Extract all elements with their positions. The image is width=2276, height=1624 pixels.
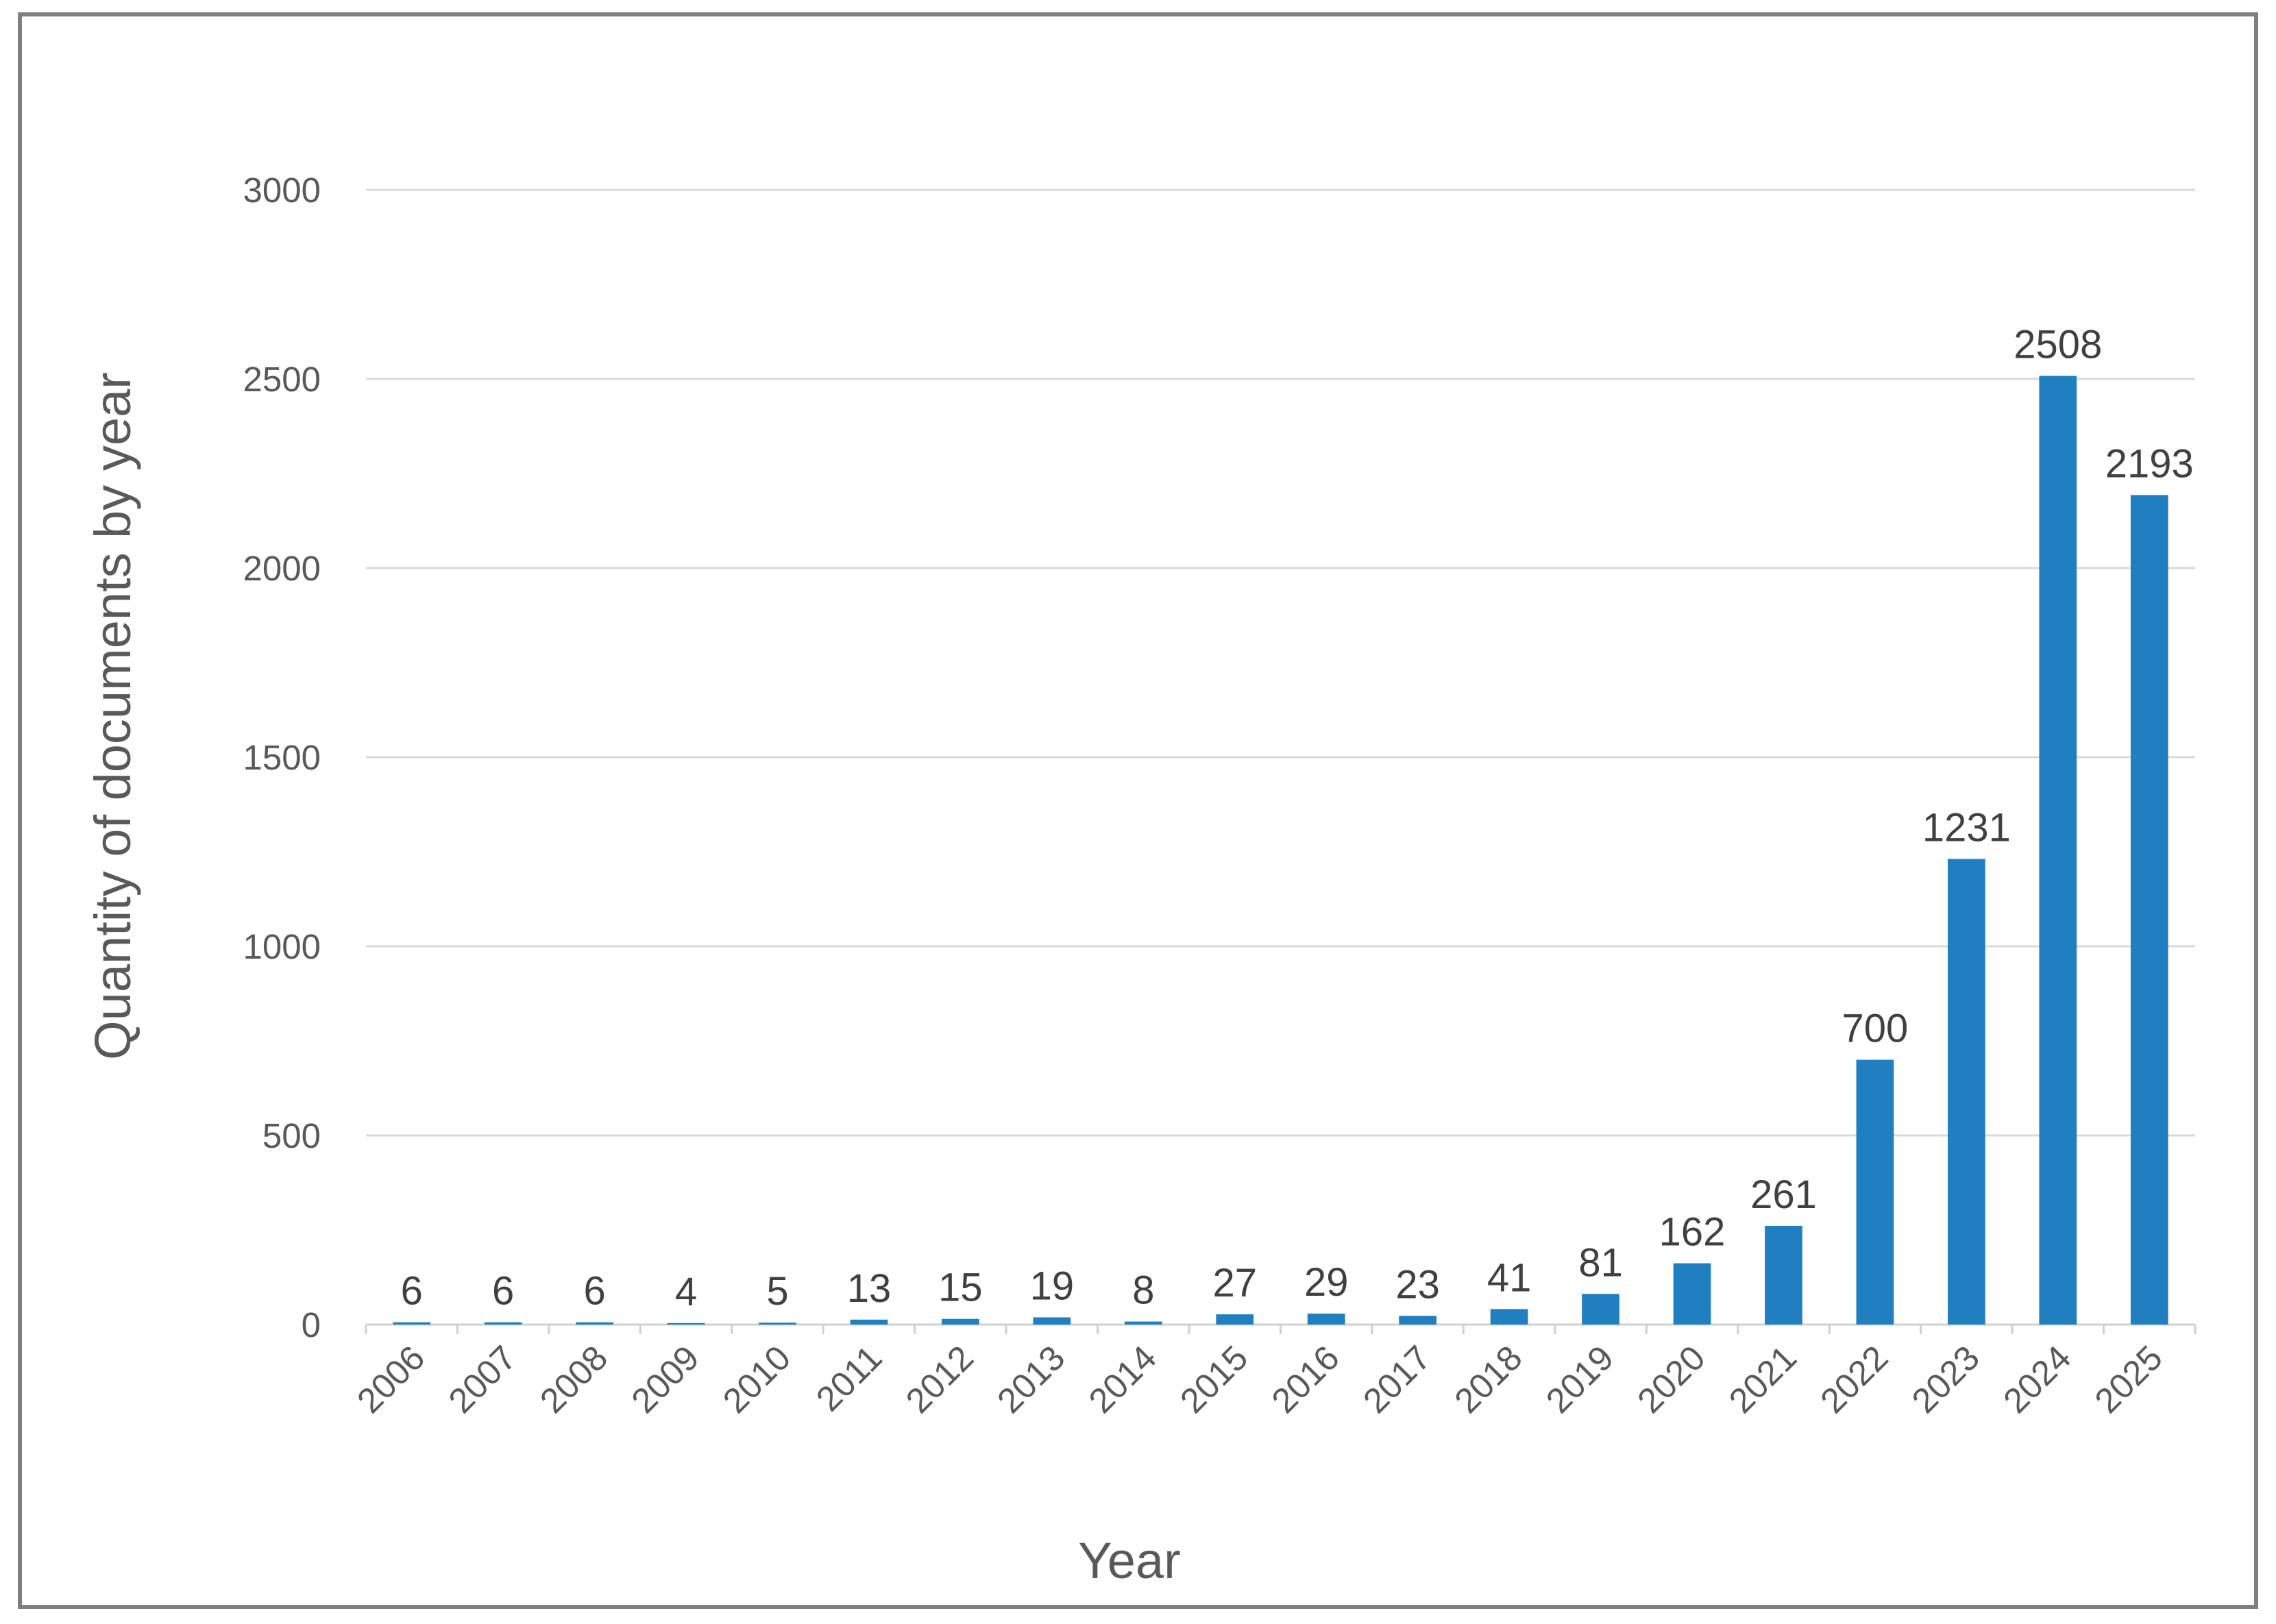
bar-2018	[1490, 1309, 1528, 1325]
data-label-2014: 8	[1132, 1268, 1154, 1313]
x-tick-label: 2020	[1630, 1338, 1713, 1420]
bar-2008	[576, 1322, 613, 1325]
bar-2010	[759, 1322, 796, 1325]
data-label-2024: 2508	[2014, 323, 2102, 367]
x-tick-label: 2014	[1081, 1338, 1164, 1420]
data-label-2023: 1231	[1922, 805, 2011, 850]
x-tick-label: 2018	[1447, 1338, 1530, 1420]
data-label-2012: 15	[938, 1266, 983, 1310]
bar-2017	[1399, 1316, 1437, 1325]
gridlines	[365, 188, 2197, 1334]
x-tick-label: 2017	[1356, 1338, 1439, 1420]
data-label-2018: 41	[1487, 1255, 1532, 1300]
x-tick-label: 2025	[2088, 1338, 2170, 1420]
x-tick-label: 2015	[1173, 1338, 1256, 1420]
y-tick-label: 1500	[243, 738, 321, 777]
x-tick-label: 2008	[533, 1338, 615, 1420]
data-label-2025: 2193	[2105, 441, 2194, 486]
x-tick-label: 2023	[1905, 1338, 1987, 1420]
bar-2015	[1216, 1314, 1254, 1325]
bar-2011	[850, 1319, 888, 1325]
bar-2025	[2130, 495, 2168, 1325]
data-label-2019: 81	[1578, 1240, 1623, 1285]
data-label-2009: 4	[675, 1270, 697, 1314]
data-label-2008: 6	[583, 1269, 605, 1314]
x-tick-label: 2006	[350, 1338, 432, 1420]
y-tick-label: 1000	[243, 927, 321, 966]
data-label-2015: 27	[1213, 1261, 1258, 1305]
bar-2013	[1033, 1317, 1071, 1325]
x-tick-label: 2019	[1539, 1338, 1622, 1420]
x-tick-label: 2007	[441, 1338, 524, 1420]
bar-2007	[484, 1322, 522, 1325]
y-axis-title: Quantity of documents by year	[84, 372, 141, 1060]
bar-2012	[942, 1318, 979, 1325]
x-tick-label: 2010	[715, 1338, 798, 1420]
y-tick-label: 2500	[243, 360, 321, 399]
x-tick-label: 2016	[1264, 1338, 1347, 1420]
y-tick-label: 3000	[243, 171, 321, 210]
data-labels: 6 6 6 4 5 13 15 19 8 27 29 23 41 81 162 261 700 1231 2508 2…	[401, 323, 2194, 1314]
chart-border	[18, 12, 2258, 1609]
y-tick-label: 500	[262, 1116, 321, 1155]
x-axis-ticks: 2006 2007 2008 2009 2010 2011 2012 2013 2014 2015…	[350, 1338, 2170, 1420]
bars	[393, 376, 2168, 1325]
x-tick-label: 2022	[1813, 1338, 1896, 1420]
data-label-2010: 5	[766, 1269, 788, 1314]
x-tick-label: 2012	[898, 1338, 981, 1420]
y-tick-label: 2000	[243, 549, 321, 588]
y-tick-label: 0	[302, 1305, 321, 1344]
bar-2021	[1765, 1225, 1802, 1325]
bar-2020	[1673, 1263, 1711, 1325]
bar-2014	[1124, 1321, 1162, 1325]
bar-2019	[1582, 1294, 1619, 1325]
x-tick-label: 2013	[990, 1338, 1073, 1420]
data-label-2013: 19	[1030, 1264, 1075, 1309]
x-tick-label: 2011	[809, 1338, 890, 1418]
data-label-2011: 13	[847, 1266, 892, 1311]
x-tick-label: 2024	[1996, 1338, 2079, 1420]
data-label-2016: 29	[1304, 1260, 1349, 1305]
data-label-2006: 6	[401, 1269, 423, 1314]
x-tick-label: 2009	[624, 1338, 707, 1420]
bar-2022	[1856, 1059, 1894, 1325]
x-axis-title: Year	[1078, 1532, 1181, 1589]
x-tick-label: 2021	[1722, 1338, 1804, 1420]
bar-2009	[667, 1322, 705, 1325]
data-label-2020: 162	[1659, 1210, 1726, 1255]
y-axis-ticks: 0 500 1000 1500 2000 2500 3000	[243, 171, 321, 1344]
bar-2006	[393, 1322, 431, 1325]
data-label-2021: 261	[1750, 1172, 1817, 1217]
data-label-2017: 23	[1395, 1262, 1440, 1307]
data-label-2022: 700	[1842, 1007, 1909, 1051]
bar-2016	[1307, 1313, 1345, 1325]
bar-2024	[2039, 376, 2077, 1325]
data-label-2007: 6	[492, 1269, 514, 1314]
bar-2023	[1948, 859, 1985, 1325]
